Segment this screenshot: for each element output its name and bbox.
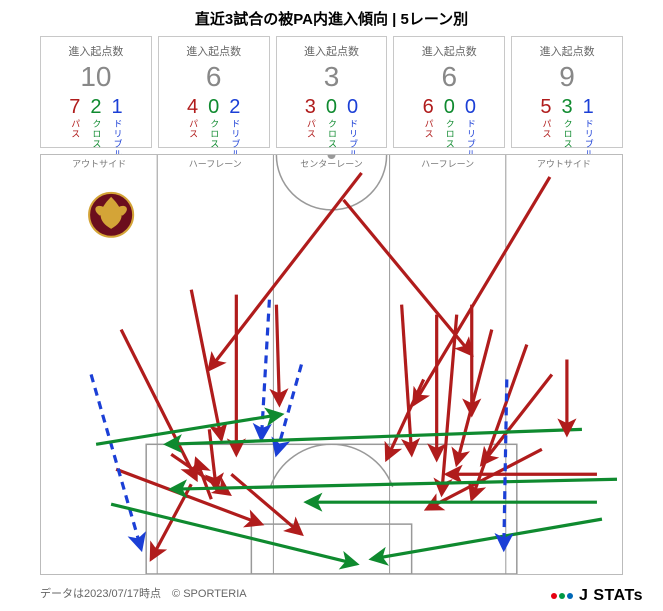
lane-cross: 2クロス	[90, 97, 101, 159]
lane-tick-label: センターレーン	[282, 157, 382, 170]
lane-pass: 5パス	[540, 97, 551, 159]
pass-arrow	[344, 200, 472, 355]
lane-pass: 3パス	[305, 97, 316, 159]
lane-breakdown: 7パス 2クロス 1ドリブル	[45, 97, 147, 159]
pass-arrow	[121, 330, 196, 480]
pass-arrow	[402, 305, 412, 455]
pass-arrow	[209, 173, 361, 370]
lane-dribble: 1ドリブル	[583, 97, 594, 159]
pitch-panel: アウトサイド ハーフレーン センターレーン ハーフレーン アウトサイド	[40, 154, 623, 575]
lane-box: 進入起点数 6 6パス 0クロス 0ドリブル	[393, 36, 505, 148]
lane-box: 進入起点数 6 4パス 0クロス 2ドリブル	[158, 36, 270, 148]
lane-pass: 7パス	[69, 97, 80, 159]
brand-logo: J STATs	[550, 587, 643, 605]
lane-dribble: 0ドリブル	[347, 97, 358, 159]
lane-total: 6	[398, 61, 500, 93]
lane-breakdown: 6パス 0クロス 0ドリブル	[398, 97, 500, 159]
lane-breakdown: 4パス 0クロス 2ドリブル	[163, 97, 265, 159]
lane-box: 進入起点数 3 3パス 0クロス 0ドリブル	[276, 36, 388, 148]
team-badge-icon	[89, 193, 133, 237]
brand-dot-icon	[559, 593, 565, 599]
lane-box: 進入起点数 9 5パス 3クロス 1ドリブル	[511, 36, 623, 148]
lane-label: 進入起点数	[398, 43, 500, 59]
lane-cross: 0クロス	[444, 97, 455, 159]
pass-arrow	[276, 305, 279, 405]
lane-dribble: 0ドリブル	[465, 97, 476, 159]
footer-text: データは2023/07/17時点 © SPORTERIA	[40, 585, 247, 601]
lane-dribble: 2ドリブル	[229, 97, 240, 159]
pass-arrow	[191, 290, 221, 440]
pass-arrow	[116, 469, 261, 524]
pass-arrow	[442, 315, 457, 495]
lane-dribble: 1ドリブル	[111, 97, 122, 159]
lane-label: 進入起点数	[516, 43, 618, 59]
root: 直近3試合の被PA内進入傾向 | 5レーン別 進入起点数 10 7パス 2クロス…	[0, 0, 663, 611]
pass-arrow	[231, 474, 301, 534]
lane-cross: 0クロス	[208, 97, 219, 159]
lane-total: 6	[163, 61, 265, 93]
lane-tick-label: ハーフレーン	[165, 157, 265, 170]
lane-tick-label: アウトサイド	[514, 157, 614, 170]
brand-dot-icon	[567, 593, 573, 599]
lane-label: 進入起点数	[163, 43, 265, 59]
lane-label: 進入起点数	[281, 43, 383, 59]
pass-arrow	[472, 345, 527, 500]
brand-text: J STATs	[574, 587, 643, 604]
cross-arrow	[372, 519, 602, 559]
lane-label: 進入起点数	[45, 43, 147, 59]
lane-pass: 4パス	[187, 97, 198, 159]
lane-total: 9	[516, 61, 618, 93]
lane-tick-label: ハーフレーン	[398, 157, 498, 170]
cross-arrow	[166, 429, 582, 444]
lane-breakdown: 3パス 0クロス 0ドリブル	[281, 97, 383, 159]
lane-box: 進入起点数 10 7パス 2クロス 1ドリブル	[40, 36, 152, 148]
brand-dot-icon	[551, 593, 557, 599]
lane-cross: 0クロス	[326, 97, 337, 159]
pass-arrow	[387, 379, 424, 459]
lane-pass: 6パス	[423, 97, 434, 159]
title: 直近3試合の被PA内進入傾向 | 5レーン別	[0, 0, 663, 33]
lane-total: 10	[45, 61, 147, 93]
lane-cross: 3クロス	[562, 97, 573, 159]
pitch-svg	[41, 155, 622, 574]
lane-breakdown: 5パス 3クロス 1ドリブル	[516, 97, 618, 159]
lane-tick-label: アウトサイド	[49, 157, 149, 170]
lane-summary-row: 進入起点数 10 7パス 2クロス 1ドリブル 進入起点数 6 4パス 0クロス…	[40, 36, 623, 148]
dribble-arrow	[91, 374, 141, 549]
lane-total: 3	[281, 61, 383, 93]
